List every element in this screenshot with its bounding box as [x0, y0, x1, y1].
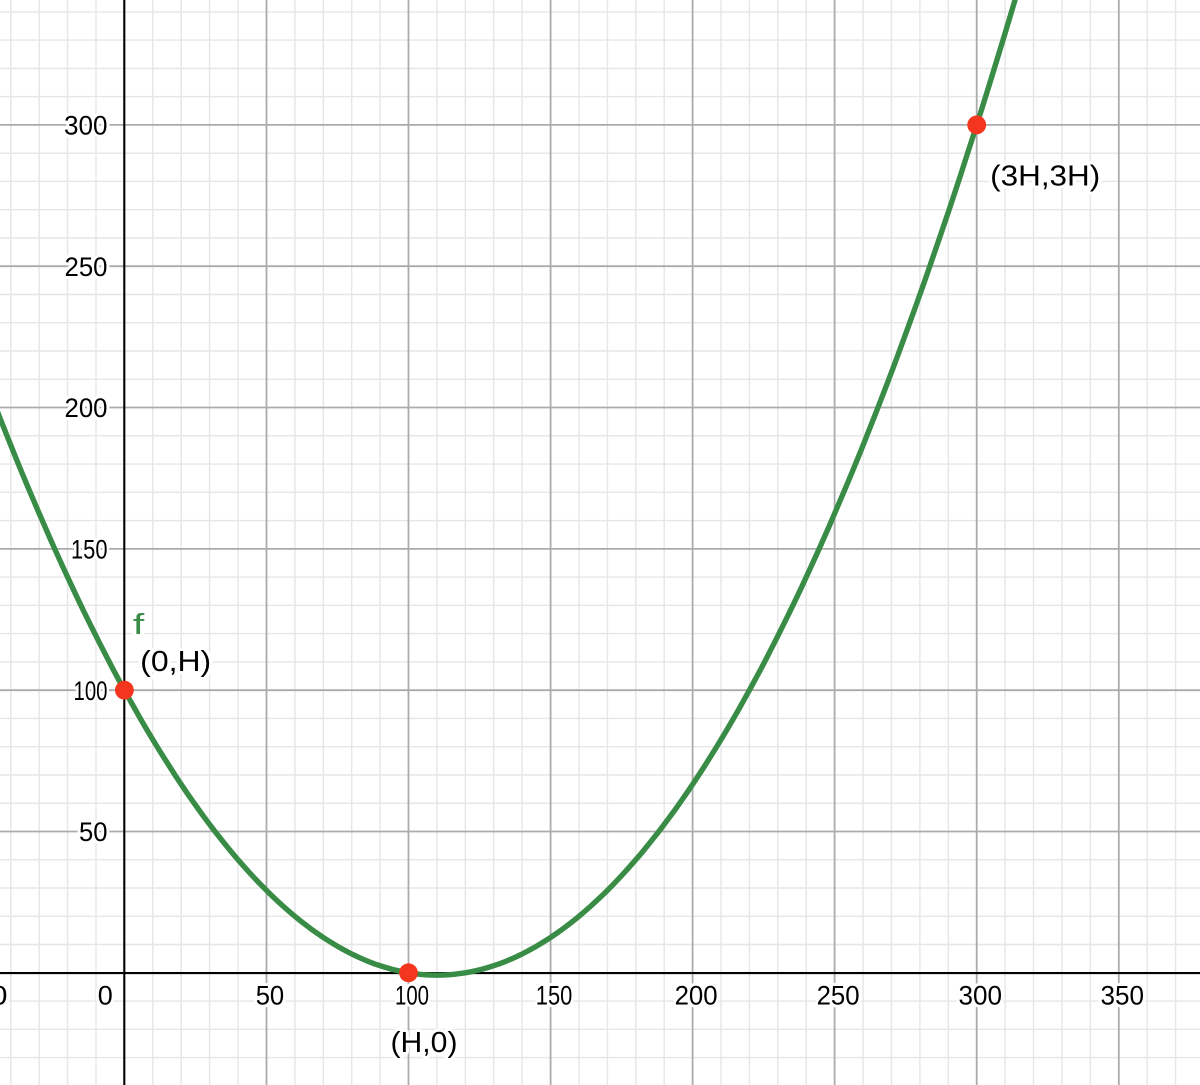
svg-text:100: 100 [395, 981, 429, 1011]
svg-text:-50: -50 [0, 981, 7, 1011]
svg-text:(3H,3H): (3H,3H) [990, 161, 1100, 193]
svg-text:250: 250 [65, 252, 108, 282]
svg-text:200: 200 [65, 393, 108, 423]
svg-text:50: 50 [256, 981, 285, 1011]
svg-text:350: 350 [1101, 981, 1145, 1011]
svg-text:150: 150 [536, 981, 573, 1011]
svg-text:300: 300 [959, 981, 1003, 1011]
svg-text:(H,0): (H,0) [391, 1027, 458, 1059]
svg-text:50: 50 [79, 817, 108, 847]
svg-text:f: f [133, 609, 146, 641]
svg-text:0: 0 [98, 981, 113, 1011]
svg-text:250: 250 [817, 981, 860, 1011]
svg-text:(0,H): (0,H) [140, 646, 211, 678]
svg-text:100: 100 [74, 676, 108, 706]
svg-text:200: 200 [675, 981, 718, 1011]
svg-text:300: 300 [64, 111, 108, 141]
svg-text:150: 150 [71, 535, 108, 565]
